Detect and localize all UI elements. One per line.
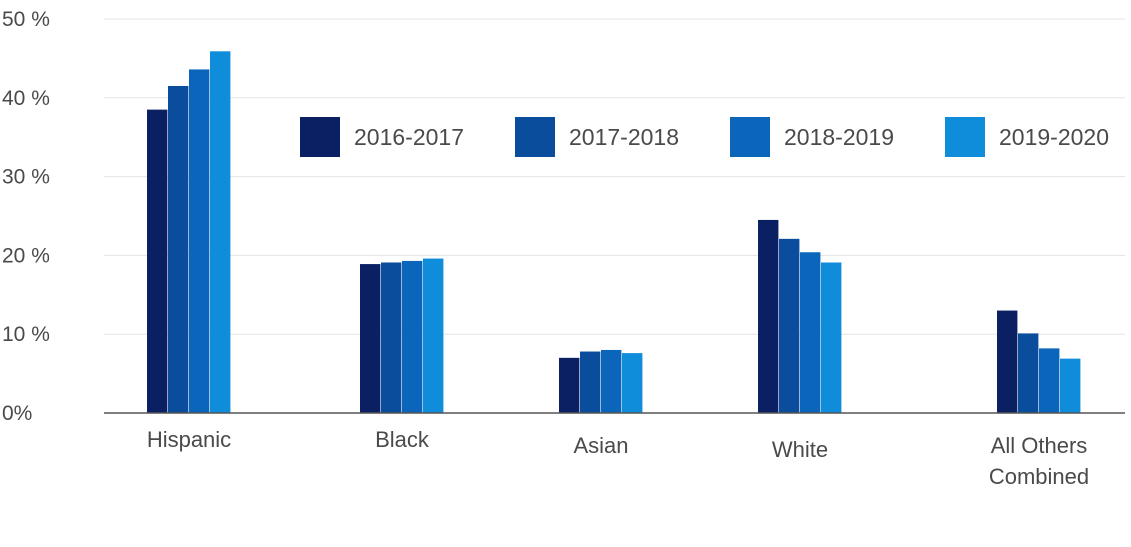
y-tick-label: 50 % <box>2 8 50 31</box>
bar <box>423 258 444 413</box>
bar <box>1018 333 1039 413</box>
bar <box>147 109 168 414</box>
y-tick-label: 10 % <box>2 323 50 346</box>
x-axis-categories: Hispanic Black Asian White All Others Combine… <box>147 427 1089 489</box>
legend-swatch <box>515 117 555 157</box>
gridlines <box>104 18 1125 335</box>
legend-item: 2016-2017 <box>300 117 464 157</box>
bar <box>800 252 821 413</box>
legend-item: 2017-2018 <box>515 117 679 157</box>
bar <box>1060 358 1081 413</box>
bar <box>601 349 622 413</box>
bar <box>821 262 842 413</box>
x-category-label: All Others Combined <box>989 433 1089 489</box>
bar <box>402 260 423 413</box>
x-category-label: Black <box>375 427 430 452</box>
y-tick-label: 30 % <box>2 166 50 189</box>
bars <box>147 51 1081 414</box>
legend-swatch <box>300 117 340 157</box>
bar <box>1039 348 1060 413</box>
legend-label: 2017-2018 <box>569 124 679 150</box>
legend-label: 2019-2020 <box>999 124 1109 150</box>
bar <box>559 357 580 413</box>
bar <box>758 219 779 413</box>
y-tick-label: 40 % <box>2 87 50 110</box>
bar <box>779 238 800 413</box>
bar <box>189 69 210 413</box>
legend-item: 2019-2020 <box>945 117 1109 157</box>
bar <box>210 51 231 414</box>
legend-item: 2018-2019 <box>730 117 894 157</box>
legend-swatch <box>730 117 770 157</box>
legend-swatch <box>945 117 985 157</box>
bar <box>997 310 1018 413</box>
bar <box>360 264 381 413</box>
y-axis-ticks: 0% 10 % 20 % 30 % 40 % 50 % <box>2 8 50 425</box>
x-category-label: Asian <box>573 433 628 458</box>
bar <box>622 353 643 413</box>
bar <box>381 262 402 413</box>
legend: 2016-2017 2017-2018 2018-2019 2019-2020 <box>300 117 1109 157</box>
legend-label: 2016-2017 <box>354 124 464 150</box>
y-tick-label: 0% <box>2 402 32 425</box>
bar <box>168 85 189 413</box>
y-tick-label: 20 % <box>2 244 50 267</box>
x-category-label: White <box>772 437 828 462</box>
x-category-label: Hispanic <box>147 427 231 452</box>
legend-label: 2018-2019 <box>784 124 894 150</box>
bar <box>580 351 601 413</box>
